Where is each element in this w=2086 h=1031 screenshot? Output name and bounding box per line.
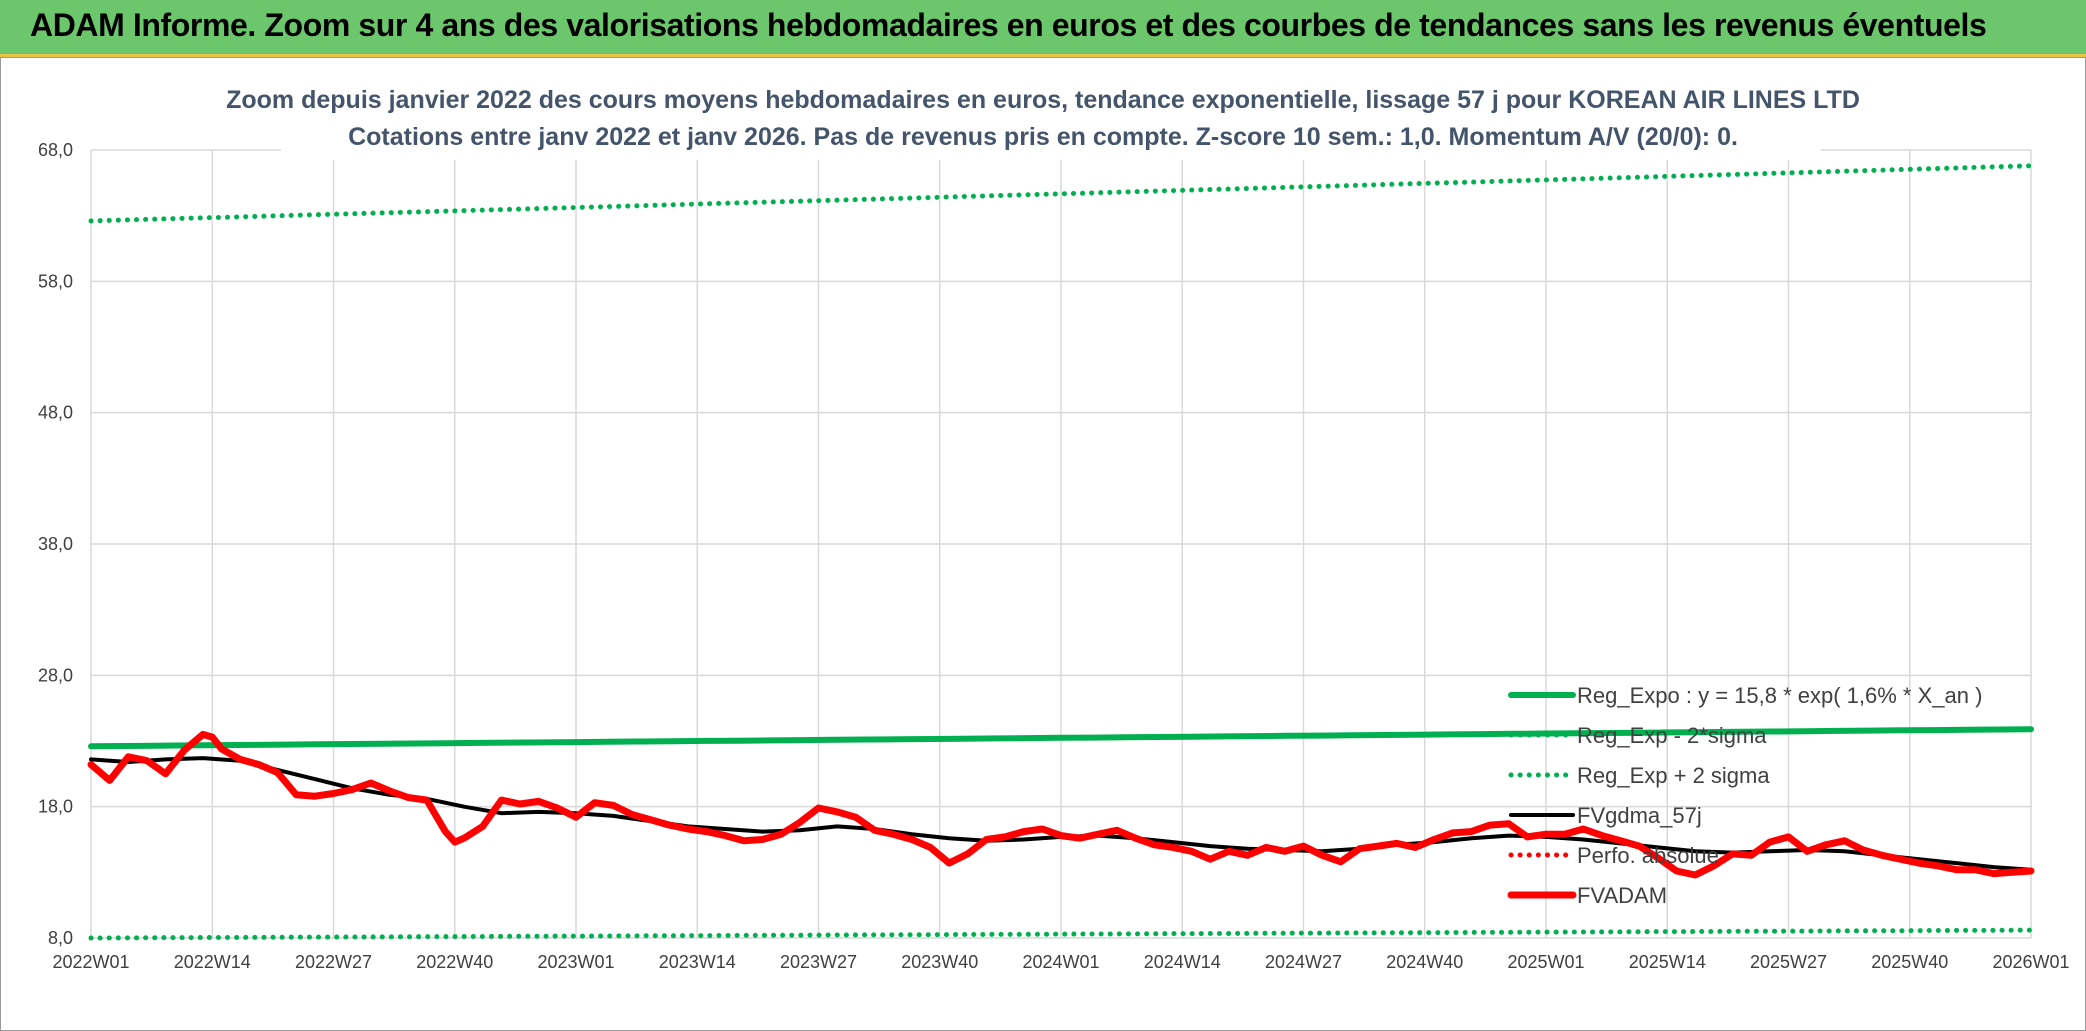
x-tick-label: 2024W40 xyxy=(1386,952,1463,972)
legend: Reg_Expo : y = 15,8 * exp( 1,6% * X_an )… xyxy=(1507,683,1982,908)
x-tick-label: 2025W40 xyxy=(1871,952,1948,972)
x-tick-label: 2022W14 xyxy=(174,952,251,972)
x-tick-label: 2025W14 xyxy=(1629,952,1706,972)
banner-title: ADAM Informe. Zoom sur 4 ans des valoris… xyxy=(30,7,1987,43)
chart-title: Zoom depuis janvier 2022 des cours moyen… xyxy=(226,86,1860,114)
x-tick-label: 2023W40 xyxy=(901,952,978,972)
y-tick-label: 38,0 xyxy=(38,534,73,554)
x-tick-label: 2022W27 xyxy=(295,952,372,972)
legend-label: Perfo. absolue xyxy=(1577,843,1719,868)
x-tick-label: 2022W40 xyxy=(416,952,493,972)
x-tick-label: 2024W01 xyxy=(1022,952,1099,972)
legend-label: FVADAM xyxy=(1577,883,1667,908)
x-tick-label: 2026W01 xyxy=(1992,952,2069,972)
x-tick-label: 2025W27 xyxy=(1750,952,1827,972)
x-tick-label: 2023W27 xyxy=(780,952,857,972)
chart-frame: 8,0 18,0 28,0 38,0 48,0 58,0 68,0 2022W01 2022W1… xyxy=(0,57,2086,1031)
legend-label: Reg_Exp - 2*sigma xyxy=(1577,723,1767,748)
legend-label: Reg_Exp + 2 sigma xyxy=(1577,763,1770,788)
x-tick-label: 2024W14 xyxy=(1144,952,1221,972)
legend-label: FVgdma_57j xyxy=(1577,803,1702,828)
series-reg-exp-2-sigma-line xyxy=(88,163,2034,224)
x-tick-label: 2022W01 xyxy=(52,952,129,972)
x-tick-label: 2025W01 xyxy=(1507,952,1584,972)
legend-label: Reg_Expo : y = 15,8 * exp( 1,6% * X_an ) xyxy=(1577,683,1982,708)
y-tick-label: 8,0 xyxy=(48,928,73,948)
chart-subtitle: Cotations entre janv 2022 et janv 2026. … xyxy=(348,123,1738,151)
series-fvadam-line xyxy=(87,730,2035,879)
y-tick-label: 48,0 xyxy=(38,403,73,423)
axis-layer: 8,0 18,0 28,0 38,0 48,0 58,0 68,0 2022W01 2022W1… xyxy=(38,140,2070,972)
x-tick-label: 2024W27 xyxy=(1265,952,1342,972)
header-banner: ADAM Informe. Zoom sur 4 ans des valoris… xyxy=(0,0,2086,57)
y-tick-label: 18,0 xyxy=(38,797,73,817)
y-tick-label: 28,0 xyxy=(38,665,73,685)
series-layer xyxy=(87,163,2035,941)
x-tick-label: 2023W14 xyxy=(659,952,736,972)
title-layer: Zoom depuis janvier 2022 des cours moyen… xyxy=(226,80,1860,160)
x-tick-label: 2023W01 xyxy=(537,952,614,972)
line-chart: 8,0 18,0 28,0 38,0 48,0 58,0 68,0 2022W01 2022W1… xyxy=(1,58,2085,1030)
y-tick-label: 68,0 xyxy=(38,140,73,160)
y-tick-label: 58,0 xyxy=(38,271,73,291)
series-reg-expo-y-15-8-exp-1-6-x-an-line xyxy=(88,726,2034,750)
title-backdrop xyxy=(281,80,1821,160)
